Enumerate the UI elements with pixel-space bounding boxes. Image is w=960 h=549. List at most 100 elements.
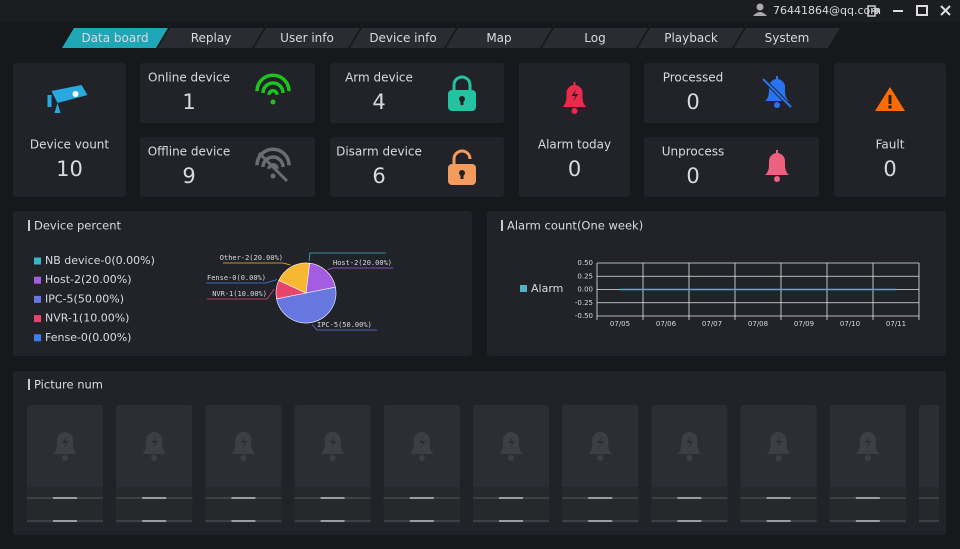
thumb-icon — [329, 455, 336, 461]
panel — [13, 211, 472, 356]
x-tick-label: 07/08 — [748, 320, 768, 328]
picture-thumb[interactable] — [294, 405, 371, 523]
thumb-icon — [418, 436, 426, 449]
maximize-button[interactable] — [916, 5, 928, 16]
picture-thumb[interactable] — [116, 405, 193, 523]
callout-line — [327, 267, 393, 270]
tab-label: Playback — [664, 31, 718, 45]
icon-part — [261, 155, 285, 168]
stat-card: Processed 0 — [644, 63, 819, 123]
thumb-footer — [651, 487, 728, 523]
tab[interactable]: Device info — [350, 28, 456, 48]
legend-swatch — [520, 285, 527, 292]
card-bg — [13, 63, 126, 197]
tab[interactable]: Log — [542, 28, 648, 48]
slice-label: Fense-0(0.00%) — [207, 274, 266, 282]
tab-shape — [158, 28, 264, 48]
logout-button[interactable] — [867, 5, 881, 17]
icon-part — [267, 89, 279, 96]
slice-label: IPC-5(50.00%) — [317, 321, 372, 329]
tab[interactable]: Data board — [62, 28, 168, 48]
tab[interactable]: Playback — [638, 28, 744, 48]
pie-slice[interactable] — [278, 262, 310, 294]
slice-label: Host-2(20.00%) — [333, 259, 392, 267]
close-button[interactable] — [940, 5, 951, 16]
card-bg — [140, 137, 315, 197]
picture-thumb[interactable] — [473, 405, 549, 523]
thumb-footer — [740, 487, 817, 523]
icon-part — [571, 108, 578, 114]
x-tick-label: 07/05 — [610, 320, 630, 328]
picture-thumb[interactable] — [740, 405, 817, 523]
tab-label: System — [765, 31, 810, 45]
tab-shape — [62, 28, 168, 48]
tab-label: User info — [280, 31, 334, 45]
icon-part — [72, 91, 79, 97]
icon-part — [54, 103, 61, 113]
tab-shape — [254, 28, 360, 48]
thumb-icon — [240, 455, 247, 461]
tab[interactable]: System — [734, 28, 840, 48]
tab[interactable]: Map — [446, 28, 552, 48]
pie-slice[interactable] — [305, 262, 336, 294]
icon-part — [452, 149, 472, 165]
picture-thumb[interactable] — [383, 405, 460, 523]
unlock-icon — [448, 149, 476, 185]
icon-part — [452, 75, 472, 91]
icon-part — [255, 73, 291, 92]
card-bg — [519, 63, 630, 197]
card-value: 10 — [56, 157, 83, 181]
picture-thumb[interactable] — [651, 405, 728, 523]
icon-part — [573, 82, 576, 86]
bell-off-icon — [761, 76, 793, 109]
thumb-footer — [116, 487, 193, 523]
icon-part — [776, 76, 778, 80]
x-tick-label: 07/11 — [886, 320, 906, 328]
wifi-off-icon — [255, 147, 291, 183]
card-value: 1 — [182, 90, 195, 114]
x-tick-label: 07/10 — [840, 320, 860, 328]
card-value: 0 — [686, 90, 699, 114]
tab-label: Device info — [369, 31, 436, 45]
panel-title: Picture num — [34, 378, 103, 392]
legend-swatch — [34, 315, 41, 323]
stat-card: Device vount 10 — [13, 63, 126, 197]
thumb-footer — [829, 487, 906, 523]
user-icon[interactable] — [753, 3, 767, 17]
icon-part — [261, 81, 285, 94]
picture-thumb[interactable] — [205, 405, 282, 523]
bell-icon — [765, 150, 789, 182]
stat-card: Offline device 9 — [140, 137, 315, 197]
picture-thumb[interactable] — [562, 405, 639, 523]
icon-part — [270, 99, 276, 105]
tab-shape — [446, 28, 552, 48]
thumb-footer — [473, 487, 549, 523]
icon-part — [460, 100, 464, 105]
picture-thumb[interactable] — [829, 405, 906, 523]
slice-label: NVR-1(10.00%) — [212, 290, 267, 298]
card-label: Arm device — [345, 71, 413, 85]
legend-label: Fense-0(0.00%) — [45, 331, 131, 344]
top-bar — [0, 0, 960, 22]
thumb-icon — [686, 436, 694, 449]
icon-part — [571, 89, 579, 102]
tab[interactable]: User info — [254, 28, 360, 48]
card-label: Offline device — [148, 145, 231, 159]
stat-card: Unprocess 0 — [644, 137, 819, 197]
panel — [487, 211, 946, 356]
user-email[interactable]: 76441864@qq.com — [773, 4, 881, 17]
thumb-icon — [508, 455, 514, 461]
card-label: Fault — [876, 138, 905, 152]
title-marker — [28, 220, 30, 231]
icon-part — [270, 173, 276, 179]
card-label: Device vount — [30, 138, 110, 152]
picture-thumb[interactable] — [27, 405, 103, 523]
tab-shape — [638, 28, 744, 48]
thumb-footer — [205, 487, 282, 523]
tab[interactable]: Replay — [158, 28, 264, 48]
y-tick-label: -0.50 — [575, 312, 593, 320]
thumb-icon — [775, 455, 782, 461]
picture-thumb[interactable] — [919, 405, 960, 523]
minimize-button[interactable] — [893, 10, 903, 12]
card-value: 4 — [372, 90, 385, 114]
